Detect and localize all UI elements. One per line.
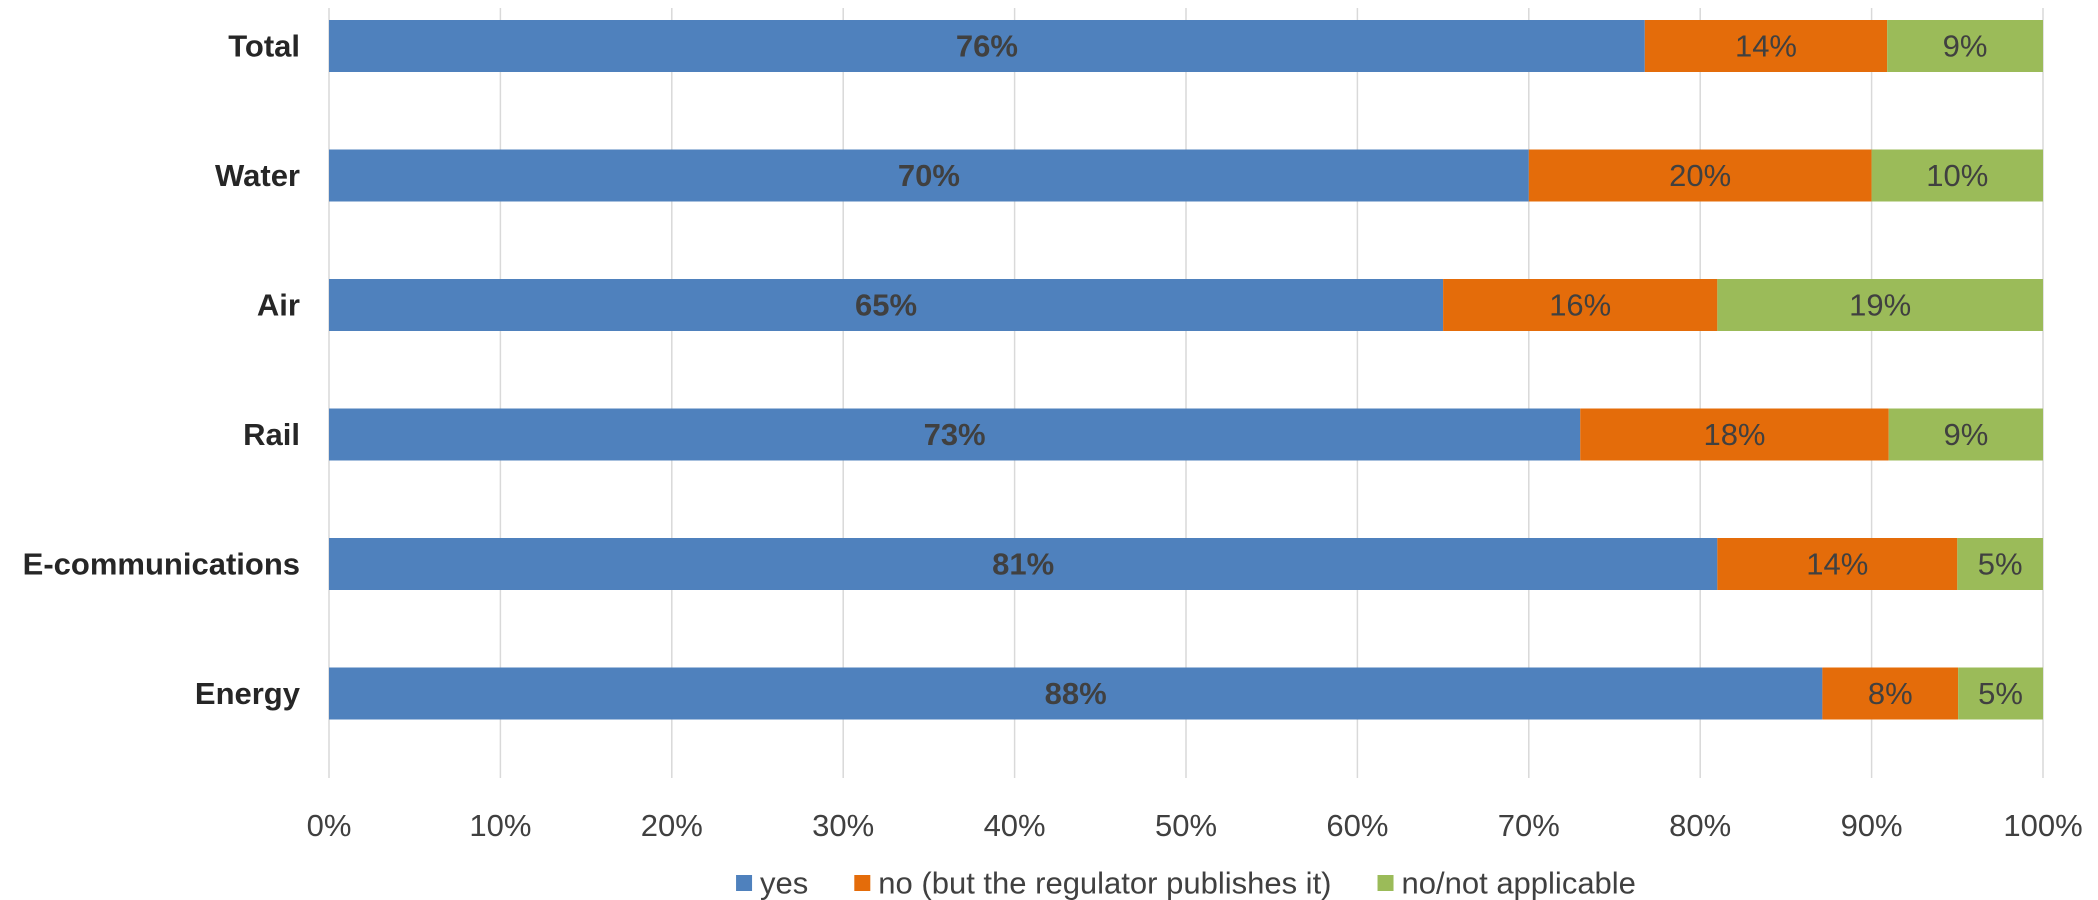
x-tick-label: 40% xyxy=(984,808,1046,843)
category-label: Rail xyxy=(243,417,300,452)
legend-swatch xyxy=(736,875,753,891)
x-tick-label: 70% xyxy=(1498,808,1560,843)
category-label: Air xyxy=(257,288,300,323)
data-labels: 76% 14% 9% 70% 20% 10% 65% 16% 19% 73% 18% 9% 81% 14%… xyxy=(855,29,2023,712)
bar-segment-yes xyxy=(329,279,1444,331)
data-label: 8% xyxy=(1868,676,1913,711)
data-label: 14% xyxy=(1806,547,1868,582)
data-label: 20% xyxy=(1669,158,1731,193)
data-label: 19% xyxy=(1849,288,1911,323)
data-label: 9% xyxy=(1943,417,1988,452)
category-labels: Total Water Air Rail E-communications Energy xyxy=(23,29,301,712)
bar-segment-yes xyxy=(329,538,1718,590)
category-label: Energy xyxy=(195,676,301,711)
bar-segment-no-but-the-regulator-publishes-it xyxy=(1644,20,1888,72)
bar-segment-no-but-the-regulator-publishes-it xyxy=(1822,667,1959,720)
legend-item: no/not applicable xyxy=(1377,866,1636,900)
bar-segment-no-not-applicable xyxy=(1957,538,2043,590)
bar-segment-yes xyxy=(329,20,1645,72)
x-tick-label: 0% xyxy=(307,808,352,843)
x-tick-label: 10% xyxy=(469,808,531,843)
data-label: 14% xyxy=(1735,29,1797,64)
data-label: 16% xyxy=(1549,288,1611,323)
category-label: Total xyxy=(228,29,300,64)
bar-segment-no-not-applicable xyxy=(1888,408,2043,461)
data-label: 9% xyxy=(1943,29,1988,64)
bar-segment-yes xyxy=(329,667,1823,720)
data-label: 73% xyxy=(924,417,986,452)
bar-segment-yes xyxy=(329,408,1581,461)
bar-segment-no-not-applicable xyxy=(1871,149,2043,202)
data-label: 81% xyxy=(992,547,1054,582)
x-tick-label: 90% xyxy=(1841,808,1903,843)
legend-item: yes xyxy=(736,866,808,900)
legend-item: no (but the regulator publishes it) xyxy=(854,866,1332,900)
legend-label: no/not applicable xyxy=(1402,866,1636,900)
x-tick-label: 50% xyxy=(1155,808,1217,843)
x-tick-label: 100% xyxy=(2003,808,2082,843)
bars xyxy=(329,20,2043,720)
data-label: 10% xyxy=(1926,158,1988,193)
bar-segment-no-not-applicable xyxy=(1717,279,2043,331)
legend: yes no (but the regulator publishes it) no… xyxy=(736,866,1636,900)
bar-segment-yes xyxy=(329,149,1529,202)
bar-segment-no-but-the-regulator-publishes-it xyxy=(1528,149,1872,202)
data-label: 76% xyxy=(956,29,1018,64)
data-label: 70% xyxy=(898,158,960,193)
x-tick-labels: 0% 10% 20% 30% 40% 50% 60% 70% 80% 90% 100% xyxy=(307,808,2083,843)
data-label: 88% xyxy=(1045,676,1107,711)
legend-swatch xyxy=(854,875,871,891)
legend-swatch xyxy=(1377,875,1394,891)
data-label: 5% xyxy=(1978,547,2023,582)
x-tick-label: 60% xyxy=(1326,808,1388,843)
x-tick-label: 20% xyxy=(641,808,703,843)
x-tick-label: 80% xyxy=(1669,808,1731,843)
bar-segment-no-but-the-regulator-publishes-it xyxy=(1717,538,1958,590)
data-label: 65% xyxy=(855,288,917,323)
data-label: 5% xyxy=(1978,676,2023,711)
bar-segment-no-but-the-regulator-publishes-it xyxy=(1443,279,1718,331)
category-label: E-communications xyxy=(23,547,300,582)
legend-label: yes xyxy=(760,866,808,900)
gridlines xyxy=(328,8,2044,778)
category-label: Water xyxy=(215,158,300,193)
bar-segment-no-not-applicable xyxy=(1958,667,2043,720)
bar-segment-no-not-applicable xyxy=(1887,20,2043,72)
bar-segment-no-but-the-regulator-publishes-it xyxy=(1580,408,1889,461)
legend-label: no (but the regulator publishes it) xyxy=(878,866,1331,900)
data-label: 18% xyxy=(1703,417,1765,452)
x-tick-label: 30% xyxy=(812,808,874,843)
